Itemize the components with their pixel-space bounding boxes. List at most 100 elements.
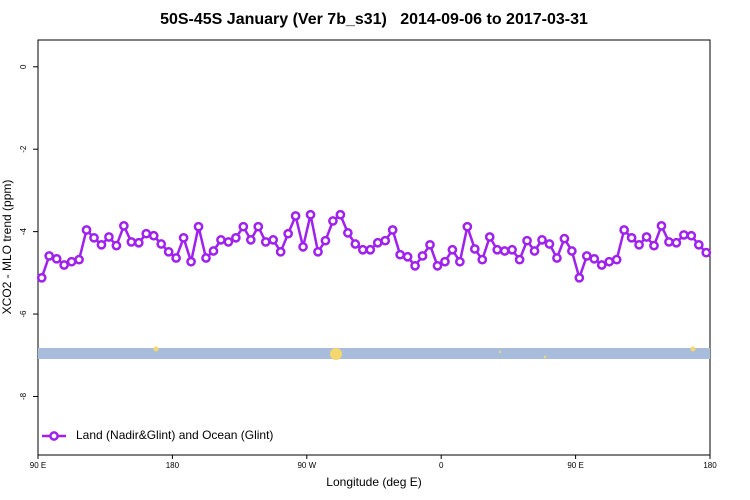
data-point (313, 246, 323, 257)
data-point (440, 256, 450, 267)
data-point (238, 221, 249, 232)
glint-marker (498, 350, 502, 354)
data-point (305, 209, 316, 220)
data-point (298, 242, 308, 252)
data-point (649, 240, 659, 251)
data-point (395, 249, 405, 260)
data-point (701, 247, 712, 258)
data-point (163, 246, 174, 257)
data-point (507, 244, 517, 255)
plot-frame (37, 39, 711, 456)
y-tick-label: -8 (19, 392, 28, 400)
data-point (320, 235, 331, 246)
x-tick-label: 180 (166, 461, 180, 470)
chart-title: 50S-45S January (Ver 7b_s31) 2014-09-06 … (160, 11, 588, 28)
data-point (611, 254, 622, 265)
glint-marker (543, 355, 547, 359)
data-point (186, 256, 196, 267)
data-point (410, 260, 420, 271)
data-point (529, 246, 540, 256)
data-point (559, 233, 570, 244)
data-point (469, 244, 480, 254)
data-point (679, 230, 689, 240)
data-point (275, 246, 286, 257)
data-point (634, 239, 644, 250)
data-point (51, 253, 62, 264)
data-point (253, 221, 264, 232)
data-point (283, 228, 293, 239)
y-tick-label: 0 (19, 64, 28, 69)
data-point (499, 246, 510, 256)
data-point (492, 244, 503, 255)
x-tick-label: 180 (703, 461, 717, 470)
data-point (156, 239, 167, 249)
data-point (66, 256, 77, 267)
y-axis-label: XCO2 - MLO trend (ppm) (0, 180, 14, 315)
data-point (552, 253, 562, 263)
data-point (455, 256, 465, 267)
data-point (484, 232, 495, 242)
data-point (350, 239, 361, 249)
data-point (596, 260, 607, 270)
data-point (148, 230, 159, 241)
data-point (664, 237, 674, 247)
data-point (417, 251, 428, 261)
y-tick-label: -2 (19, 145, 28, 153)
data-point (641, 232, 652, 242)
legend-label: Land (Nadir&Glint) and Ocean (Glint) (76, 428, 273, 442)
data-point (290, 211, 301, 221)
data-point (589, 253, 600, 264)
data-point (357, 244, 368, 255)
glint-marker (690, 346, 696, 352)
data-point (343, 228, 353, 238)
y-tick-label: -4 (19, 228, 28, 236)
data-point (74, 254, 84, 265)
data-point (223, 237, 234, 247)
data-point (402, 251, 413, 262)
data-point (231, 232, 241, 243)
data-point (514, 254, 525, 265)
glint-marker (330, 348, 342, 360)
data-point (537, 235, 547, 245)
x-tick-label: 90 E (30, 461, 46, 470)
data-point (141, 228, 152, 239)
data-point (365, 244, 376, 255)
data-point (626, 232, 637, 243)
data-point (193, 221, 204, 232)
data-point (462, 221, 473, 232)
data-point (604, 256, 615, 267)
data-point (111, 240, 122, 251)
data-point (81, 225, 92, 235)
data-point (619, 225, 629, 235)
data-point (133, 237, 144, 248)
data-point (671, 237, 682, 248)
data-point (432, 260, 443, 271)
glint-marker (153, 346, 159, 352)
data-point (268, 235, 279, 245)
x-tick-label: 0 (439, 461, 444, 470)
data-point (44, 251, 55, 261)
data-point (216, 235, 226, 245)
x-tick-label: 90 W (297, 461, 316, 470)
data-point (104, 232, 114, 242)
data-point (36, 272, 47, 283)
data-point (260, 237, 271, 247)
data-point (119, 221, 129, 231)
data-point (245, 235, 256, 245)
data-point (387, 225, 398, 235)
data-point (581, 251, 592, 261)
data-point (477, 254, 488, 265)
y-tick-label: -6 (19, 310, 28, 318)
data-point (335, 209, 346, 220)
data-point (567, 246, 577, 256)
glint-markers (153, 346, 696, 360)
x-tick-label: 90 E (567, 461, 583, 470)
data-point (171, 253, 181, 263)
data-point (178, 232, 189, 243)
data-point (126, 237, 137, 247)
data-point (328, 216, 338, 226)
data-point (544, 239, 555, 249)
ocean-band (38, 348, 710, 359)
legend-swatch-marker (49, 431, 59, 441)
